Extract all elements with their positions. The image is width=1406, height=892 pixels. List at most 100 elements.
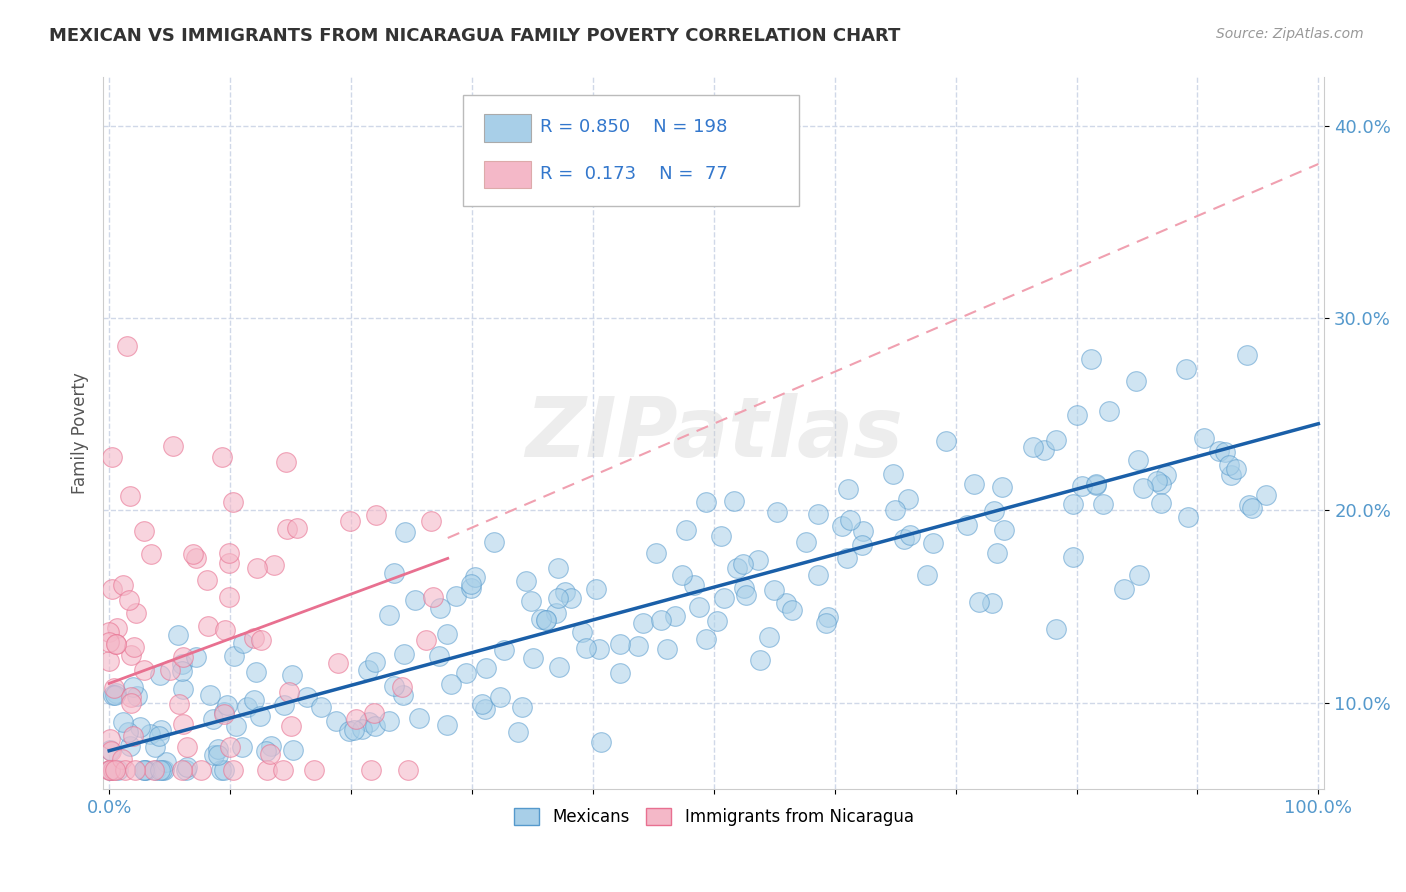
Point — [1062, 497, 1084, 511]
Point — [837, 482, 859, 496]
Point — [897, 491, 920, 506]
Point — [546, 607, 568, 621]
Point — [695, 632, 717, 646]
Point — [1237, 498, 1260, 512]
Point — [138, 726, 160, 740]
Point — [644, 546, 666, 560]
Point — [276, 522, 298, 536]
Point — [898, 528, 921, 542]
Point — [1156, 468, 1178, 483]
Point — [184, 650, 207, 665]
Point — [100, 744, 122, 758]
Point — [1225, 462, 1247, 476]
Point — [122, 680, 145, 694]
Point — [162, 439, 184, 453]
Point — [112, 578, 135, 592]
Point — [364, 719, 387, 733]
Point — [1132, 481, 1154, 495]
Point — [344, 712, 367, 726]
Point — [98, 624, 121, 639]
Point — [259, 747, 281, 761]
Point — [104, 763, 127, 777]
Point — [436, 718, 458, 732]
Point — [325, 714, 347, 728]
Point — [536, 613, 558, 627]
Point — [101, 450, 124, 464]
Point — [118, 592, 141, 607]
Point — [207, 741, 229, 756]
Point — [111, 714, 134, 729]
Point — [609, 637, 631, 651]
Point — [127, 689, 149, 703]
Point — [98, 732, 121, 747]
Point — [104, 637, 127, 651]
Point — [103, 681, 125, 696]
Point — [710, 529, 733, 543]
Point — [574, 641, 596, 656]
Point — [120, 690, 142, 704]
Point — [515, 574, 537, 588]
Point — [1125, 374, 1147, 388]
Point — [436, 627, 458, 641]
Point — [328, 656, 350, 670]
Point — [591, 735, 613, 749]
Point — [202, 712, 225, 726]
Point — [117, 725, 139, 739]
Point — [363, 706, 385, 720]
Point — [571, 625, 593, 640]
Point — [139, 547, 162, 561]
Point — [366, 508, 388, 522]
Point — [273, 698, 295, 713]
Point — [427, 648, 450, 663]
Point — [212, 705, 235, 719]
Point — [664, 608, 686, 623]
Point — [807, 507, 830, 521]
Point — [983, 504, 1005, 518]
Point — [104, 638, 127, 652]
Point — [174, 763, 197, 777]
Point — [259, 739, 281, 754]
Point — [172, 650, 194, 665]
Point — [129, 720, 152, 734]
Point — [956, 518, 979, 533]
Point — [1066, 408, 1088, 422]
Point — [295, 690, 318, 704]
Point — [304, 763, 326, 777]
Point — [231, 740, 253, 755]
Point — [713, 591, 735, 606]
Point — [935, 434, 957, 448]
Point — [143, 763, 166, 777]
Point — [378, 714, 401, 728]
Point — [134, 763, 156, 777]
Legend: Mexicans, Immigrants from Nicaragua: Mexicans, Immigrants from Nicaragua — [506, 799, 922, 834]
Point — [1112, 582, 1135, 596]
Point — [735, 588, 758, 602]
Point — [609, 666, 631, 681]
Y-axis label: Family Poverty: Family Poverty — [72, 373, 89, 494]
Point — [363, 655, 385, 669]
Point — [343, 723, 366, 737]
Point — [176, 760, 198, 774]
Text: MEXICAN VS IMMIGRANTS FROM NICARAGUA FAMILY POVERTY CORRELATION CHART: MEXICAN VS IMMIGRANTS FROM NICARAGUA FAM… — [49, 27, 901, 45]
Point — [309, 699, 332, 714]
Point — [190, 763, 212, 777]
Point — [149, 723, 172, 737]
Point — [733, 558, 755, 572]
Point — [276, 455, 298, 469]
Point — [986, 546, 1008, 560]
Point — [748, 653, 770, 667]
Point — [1241, 501, 1264, 516]
Point — [766, 505, 789, 519]
Point — [1033, 442, 1056, 457]
Point — [394, 524, 416, 539]
Point — [170, 665, 193, 679]
Point — [1146, 474, 1168, 488]
Point — [120, 696, 142, 710]
Point — [675, 523, 697, 537]
Point — [104, 686, 127, 700]
Point — [429, 601, 451, 615]
Point — [981, 596, 1004, 610]
Point — [554, 585, 576, 599]
Point — [209, 763, 232, 777]
Point — [218, 556, 240, 570]
